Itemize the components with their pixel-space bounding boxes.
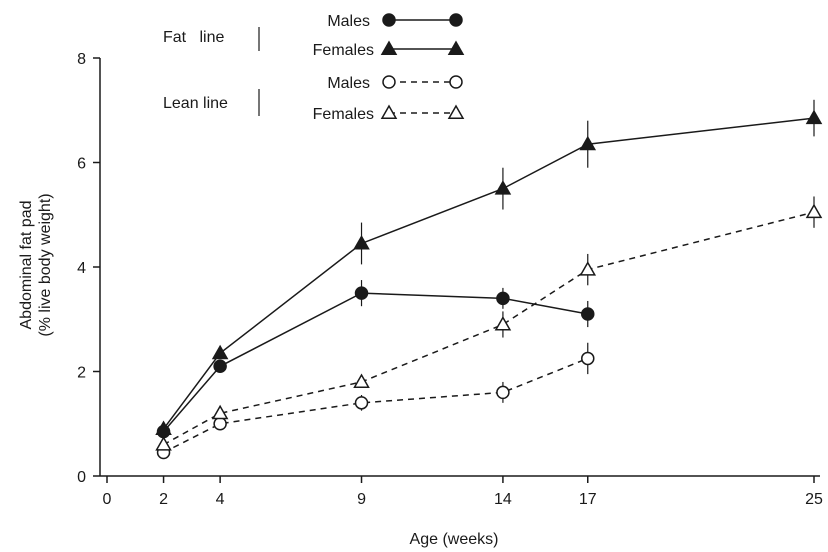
data-point-fat-line-females-2 [155, 420, 172, 435]
x-tick-label-14: 14 [494, 491, 512, 508]
legend-entry-lean-females-label: Females [313, 106, 374, 123]
legend-swatch-marker-start-fat-line-males [382, 13, 396, 27]
y-tick-label-2: 2 [77, 365, 86, 382]
legend-swatch-marker-end-fat-line-females [447, 40, 465, 55]
x-tick-label-2: 2 [159, 491, 168, 508]
legend-entry-lean-males-label: Males [327, 75, 370, 92]
data-point-lean-line-females-25 [805, 203, 823, 219]
data-point-lean-line-females-9 [353, 373, 370, 388]
legend: Fat line Lean line Males Females Males F… [163, 13, 465, 123]
data-point-lean-line-males-14 [496, 385, 510, 400]
legend-entry-fat-males-label: Males [327, 13, 370, 30]
x-tick-label-17: 17 [579, 491, 597, 508]
data-point-fat-line-females-9 [353, 234, 370, 250]
data-point-fat-line-males-4 [213, 359, 227, 374]
series-lean-line-males [156, 342, 595, 460]
x-tick-label-25: 25 [805, 491, 823, 508]
data-point-fat-line-females-4 [211, 344, 229, 360]
data-point-lean-line-females-14 [494, 315, 512, 331]
legend-swatch-marker-end-lean-line-females [447, 104, 465, 119]
legend-swatch-marker-start-lean-line-females [380, 104, 398, 119]
legend-group-label-lean-line: Lean line [163, 95, 228, 112]
legend-swatch-marker-end-lean-line-males [449, 75, 463, 89]
legend-swatch-marker-start-lean-line-males [382, 75, 396, 89]
x-tick-label-0: 0 [103, 491, 112, 508]
legend-entry-fat-females-label: Females [313, 42, 374, 59]
legend-swatch-marker-start-fat-line-females [380, 40, 398, 55]
data-point-lean-line-males-17 [581, 351, 595, 366]
y-tick-label-6: 6 [77, 156, 86, 173]
data-point-fat-line-females-14 [494, 180, 512, 195]
data-point-lean-line-females-4 [211, 404, 229, 420]
data-point-fat-line-males-9 [354, 286, 369, 300]
data-point-fat-line-males-17 [581, 307, 595, 321]
series-layer [155, 99, 823, 460]
data-point-lean-line-females-2 [155, 436, 172, 451]
series-line-lean-line-females [163, 211, 815, 446]
y-tick-label-0: 0 [77, 469, 86, 486]
y-axis-label-line-2: (% live body weight) [37, 193, 54, 336]
series-fat-line-females [155, 99, 823, 435]
data-point-fat-line-males-14 [496, 291, 510, 306]
x-axis-label: Age (weeks) [410, 531, 499, 548]
series-line-fat-line-males [162, 292, 588, 433]
legend-swatch-marker-end-fat-line-males [449, 13, 463, 27]
x-axis-ticks: 0 2 4 9 14 17 25 [103, 476, 823, 508]
y-axis-label-line-1: Abdominal fat pad [18, 201, 35, 330]
data-point-lean-line-females-17 [579, 261, 597, 276]
data-point-fat-line-females-25 [805, 109, 823, 125]
data-point-lean-line-males-9 [354, 396, 369, 410]
x-tick-label-9: 9 [357, 491, 366, 508]
y-tick-label-8: 8 [77, 51, 86, 68]
data-point-lean-line-males-4 [213, 417, 227, 431]
series-line-fat-line-females [162, 117, 815, 430]
series-lean-line-females [155, 196, 823, 451]
y-axis-ticks: 0 2 4 6 8 [77, 51, 100, 486]
series-line-lean-line-males [163, 357, 589, 454]
legend-group-label-fat-line: Fat line [163, 29, 224, 46]
x-tick-label-4: 4 [216, 491, 225, 508]
data-point-fat-line-females-17 [579, 135, 597, 151]
legend-swatches [380, 13, 465, 119]
y-tick-label-4: 4 [77, 260, 86, 277]
